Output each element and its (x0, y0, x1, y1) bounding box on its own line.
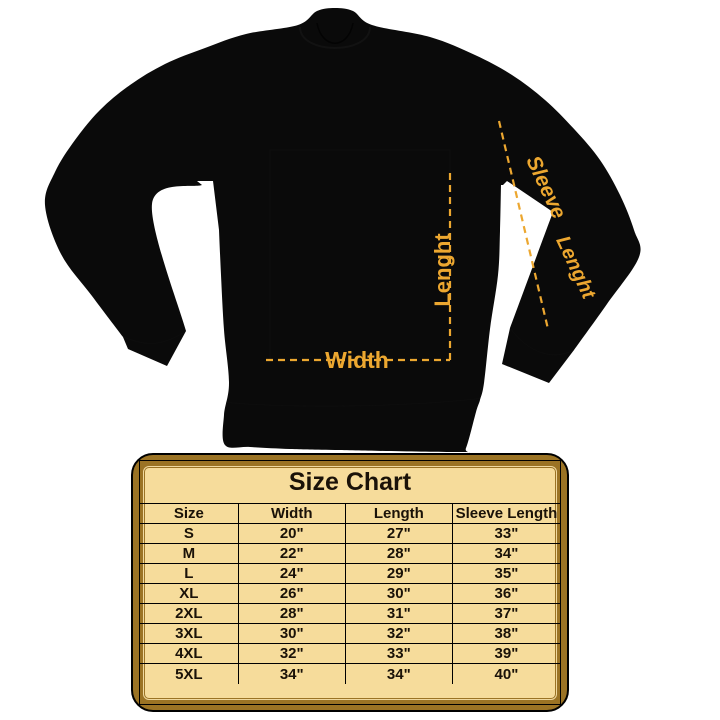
svg-text:Width: Width (325, 347, 389, 373)
svg-text:Lenght: Lenght (430, 233, 455, 307)
